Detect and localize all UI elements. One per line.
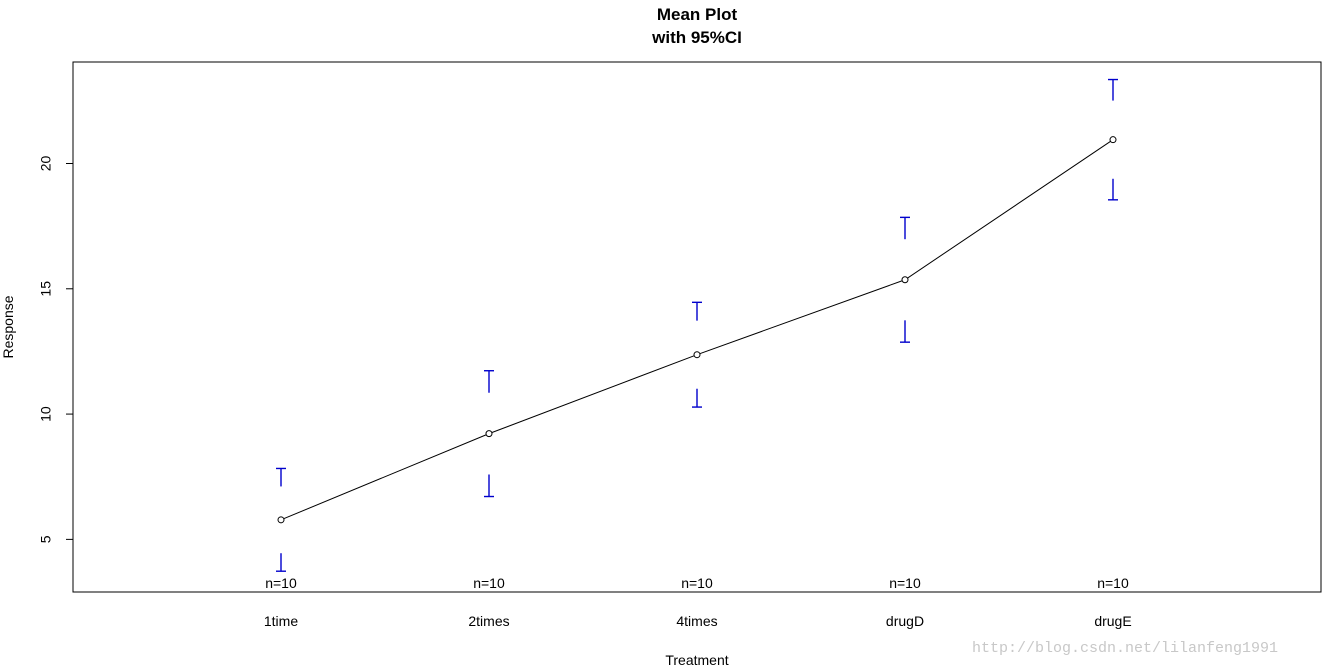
mean-line [280,139,1114,521]
x-tick-label: drugE [1094,613,1131,629]
y-tick-label: 5 [38,535,54,543]
mean-point [693,351,701,359]
x-tick-label: drugD [886,613,924,629]
y-tick-label: 10 [38,406,54,422]
watermark-text: http://blog.csdn.net/lilanfeng1991 [972,640,1279,657]
mean-point [485,430,493,438]
y-axis-label: Response [0,295,16,358]
n-label: n=10 [889,575,921,591]
mean-point [901,276,909,284]
mean-point [1109,136,1117,144]
n-label: n=10 [473,575,505,591]
x-tick-label: 1time [264,613,298,629]
mean-point [277,516,285,524]
y-tick-label: 20 [38,155,54,171]
chart-title: Mean Plot [657,5,738,24]
plot-frame [72,61,1322,593]
x-axis-label: Treatment [665,652,728,668]
n-label: n=10 [681,575,713,591]
n-label: n=10 [265,575,297,591]
x-tick-label: 2times [468,613,509,629]
x-tick-label: 4times [676,613,717,629]
chart-subtitle: with 95%CI [651,28,742,47]
n-label: n=10 [1097,575,1129,591]
y-tick-label: 15 [38,281,54,297]
